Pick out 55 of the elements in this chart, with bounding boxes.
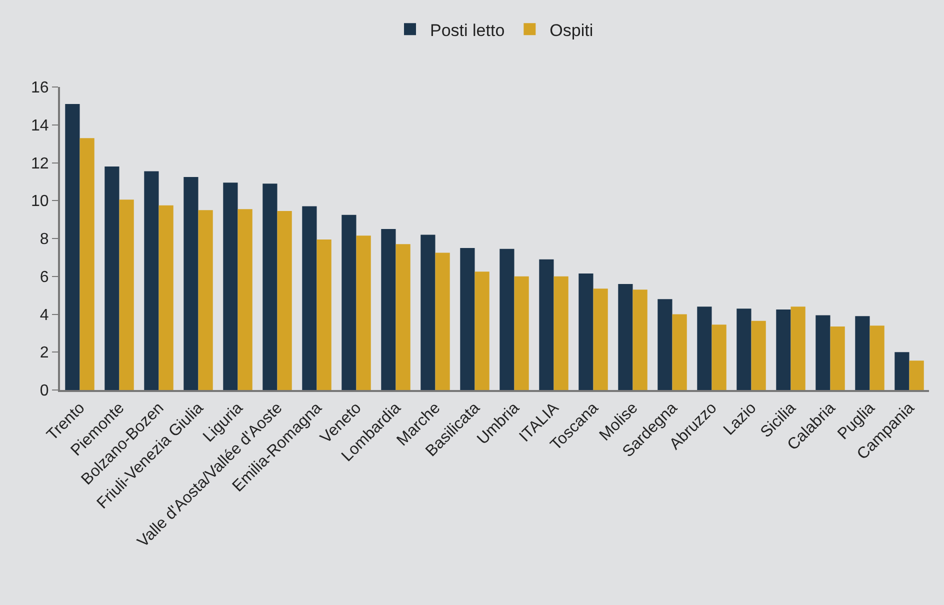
bar — [790, 306, 806, 390]
y-tick-label: 12 — [31, 155, 49, 172]
bar — [158, 205, 174, 390]
bar — [80, 138, 94, 390]
bar — [776, 310, 791, 390]
y-tick-label: 8 — [40, 231, 49, 248]
bar — [460, 248, 475, 390]
bar — [816, 315, 830, 390]
bar — [658, 299, 672, 390]
y-tick-label: 14 — [31, 117, 49, 134]
bar — [356, 236, 371, 390]
bar — [342, 214, 356, 390]
bar — [697, 306, 712, 390]
bar — [514, 276, 529, 390]
bar — [736, 308, 752, 390]
bar — [712, 324, 726, 390]
y-tick-label: 6 — [40, 268, 49, 286]
bar — [104, 166, 120, 390]
y-tick-label: 2 — [40, 344, 49, 362]
bar — [830, 326, 845, 390]
bar — [539, 259, 554, 390]
bar — [578, 274, 594, 390]
legend-label: Posti letto — [430, 20, 505, 40]
bar — [65, 104, 80, 390]
bar — [223, 182, 238, 390]
bar — [474, 272, 490, 390]
bar — [144, 171, 159, 390]
bar — [277, 211, 292, 390]
bar — [909, 360, 924, 390]
bar — [855, 316, 870, 390]
bar — [593, 288, 608, 390]
bar — [632, 290, 648, 390]
bar — [184, 176, 198, 390]
legend-label: Ospiti — [550, 20, 594, 40]
bar — [554, 276, 568, 390]
bar — [119, 200, 134, 390]
bar — [238, 209, 252, 390]
bar — [870, 326, 884, 390]
bar — [751, 320, 766, 390]
bar — [672, 314, 687, 390]
bar — [262, 184, 278, 390]
bar — [396, 244, 410, 390]
bar — [381, 229, 396, 390]
bar — [302, 206, 317, 390]
bar — [316, 239, 332, 390]
y-tick-label: 16 — [31, 80, 49, 97]
bar — [435, 252, 450, 390]
bar — [500, 248, 514, 390]
y-tick-label: 10 — [31, 193, 49, 210]
bar — [618, 284, 633, 390]
y-tick-label: 0 — [40, 382, 49, 400]
bar — [894, 352, 910, 390]
bar — [198, 210, 213, 390]
bar — [420, 234, 436, 390]
y-tick-label: 4 — [40, 306, 49, 324]
